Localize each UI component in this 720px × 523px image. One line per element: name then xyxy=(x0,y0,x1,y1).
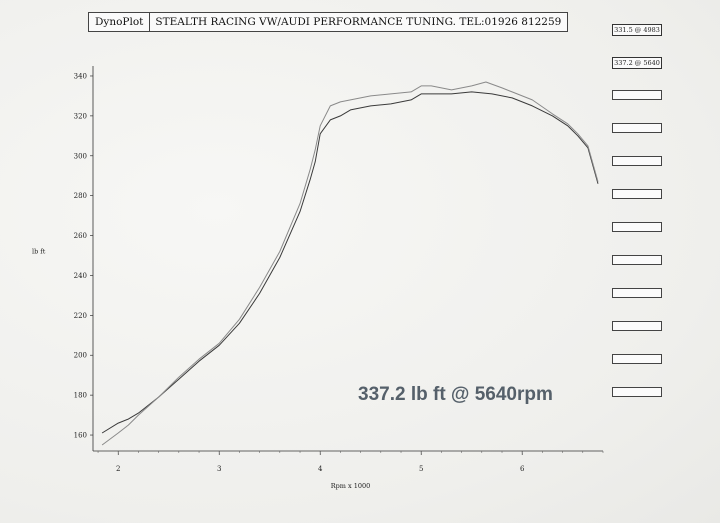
empty-slot xyxy=(612,90,662,100)
empty-slot xyxy=(612,123,662,133)
x-axis-label: Rpm x 1000 xyxy=(331,482,371,490)
y-tick-label: 260 xyxy=(74,232,87,240)
y-tick-label: 240 xyxy=(74,272,87,280)
x-tick-label: 6 xyxy=(520,465,525,473)
y-tick-label: 280 xyxy=(74,192,87,200)
x-tick-label: 3 xyxy=(217,465,221,473)
x-tick-label: 5 xyxy=(419,465,423,473)
y-tick-label: 180 xyxy=(74,392,87,400)
readout-run-1: 331.5 @ 4983 xyxy=(612,24,662,36)
torque-curve-run-1 xyxy=(101,91,599,434)
empty-slot xyxy=(612,354,662,364)
readout-run-2: 337.2 @ 5640 xyxy=(612,57,662,69)
empty-slot xyxy=(612,321,662,331)
y-axis-label: lb ft xyxy=(32,248,46,256)
header-title: STEALTH RACING VW/AUDI PERFORMANCE TUNIN… xyxy=(155,16,562,28)
y-tick-label: 200 xyxy=(74,352,87,360)
y-tick-label: 340 xyxy=(74,72,87,80)
torque-curve-run-2 xyxy=(101,81,599,446)
x-tick-label: 4 xyxy=(318,465,323,473)
peak-annotation: 337.2 lb ft @ 5640rpm xyxy=(358,384,553,405)
brand-label: DynoPlot xyxy=(89,13,151,31)
empty-slot xyxy=(612,156,662,166)
empty-slot xyxy=(612,288,662,298)
y-tick-label: 300 xyxy=(74,152,87,160)
empty-slot xyxy=(612,189,662,199)
empty-slot xyxy=(612,387,662,397)
y-tick-label: 320 xyxy=(74,112,87,120)
y-tick-label: 160 xyxy=(74,432,87,440)
y-tick-label: 220 xyxy=(74,312,87,320)
header-bar: DynoPlot STEALTH RACING VW/AUDI PERFORMA… xyxy=(88,12,569,32)
empty-slot xyxy=(612,255,662,265)
empty-slot xyxy=(612,222,662,232)
x-tick-label: 2 xyxy=(116,465,120,473)
